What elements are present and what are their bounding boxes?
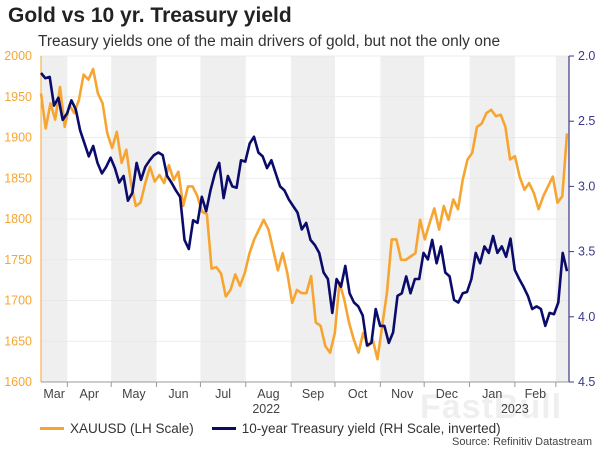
chart-title: Gold vs 10 yr. Treasury yield	[8, 4, 292, 27]
right-tick-label: 2.5	[578, 114, 595, 128]
legend-swatch-gold	[40, 427, 64, 430]
left-tick-label: 1700	[4, 294, 32, 308]
left-tick-label: 1900	[4, 131, 32, 145]
left-tick-label: 1600	[4, 375, 32, 389]
watermark-logo: FastBull	[420, 388, 563, 426]
year-label: 2022	[252, 402, 280, 416]
x-tick-label: Apr	[80, 387, 99, 401]
year-label: 2023	[501, 402, 529, 416]
legend-swatch-treasury	[211, 427, 236, 430]
gold-price-line	[39, 67, 569, 361]
x-tick-label: Jul	[215, 387, 231, 401]
legend-label-treasury: 10-year Treasury yield (RH Scale, invert…	[241, 421, 501, 436]
left-tick-label: 1750	[4, 253, 32, 267]
legend-item-treasury: 10-year Treasury yield (RH Scale, invert…	[211, 421, 501, 436]
x-tick-label: Nov	[391, 387, 414, 401]
right-tick-label: 2.0	[578, 49, 595, 63]
x-tick-label: May	[122, 387, 146, 401]
x-tick-label: Dec	[436, 387, 458, 401]
legend-label-gold: XAUUSD (LH Scale)	[70, 421, 194, 436]
x-tick-label: Oct	[348, 387, 368, 401]
x-tick-label: Mar	[43, 387, 65, 401]
left-tick-label: 2000	[4, 49, 32, 63]
x-tick-label: Feb	[525, 387, 547, 401]
right-tick-label: 3.0	[578, 179, 595, 193]
x-tick-label: Jun	[168, 387, 188, 401]
right-tick-label: 3.5	[578, 245, 595, 259]
right-tick-label: 4.5	[578, 375, 595, 389]
x-tick-label: Jan	[482, 387, 502, 401]
chart-subtitle: Treasury yields one of the main drivers …	[38, 33, 501, 50]
left-tick-label: 1950	[4, 90, 32, 104]
treasury-yield-line	[39, 72, 569, 347]
left-tick-label: 1800	[4, 212, 32, 226]
source-note: Source: Refinitiv Datastream	[452, 436, 592, 448]
left-tick-label: 1650	[4, 334, 32, 348]
left-tick-label: 1850	[4, 171, 32, 185]
right-tick-label: 4.0	[578, 310, 595, 324]
legend-item-gold: XAUUSD (LH Scale)	[40, 421, 194, 436]
legend: XAUUSD (LH Scale) 10-year Treasury yield…	[40, 421, 501, 436]
x-tick-label: Sep	[302, 387, 324, 401]
x-tick-label: Aug	[257, 387, 279, 401]
